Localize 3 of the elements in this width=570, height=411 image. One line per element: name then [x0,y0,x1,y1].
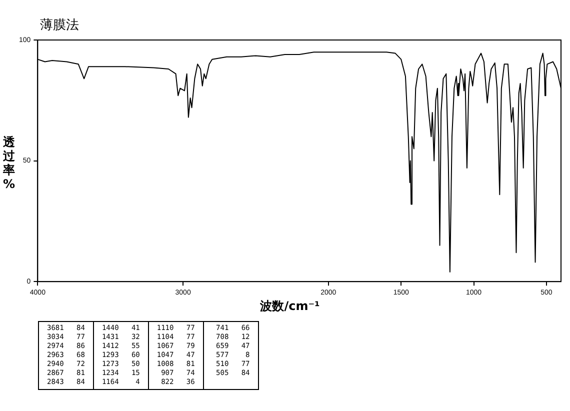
x-axis-title: 波数/cm⁻¹ [259,298,321,315]
chart-title: 薄膜法 [40,17,79,34]
y-axis-title: 透过率% [3,135,16,191]
